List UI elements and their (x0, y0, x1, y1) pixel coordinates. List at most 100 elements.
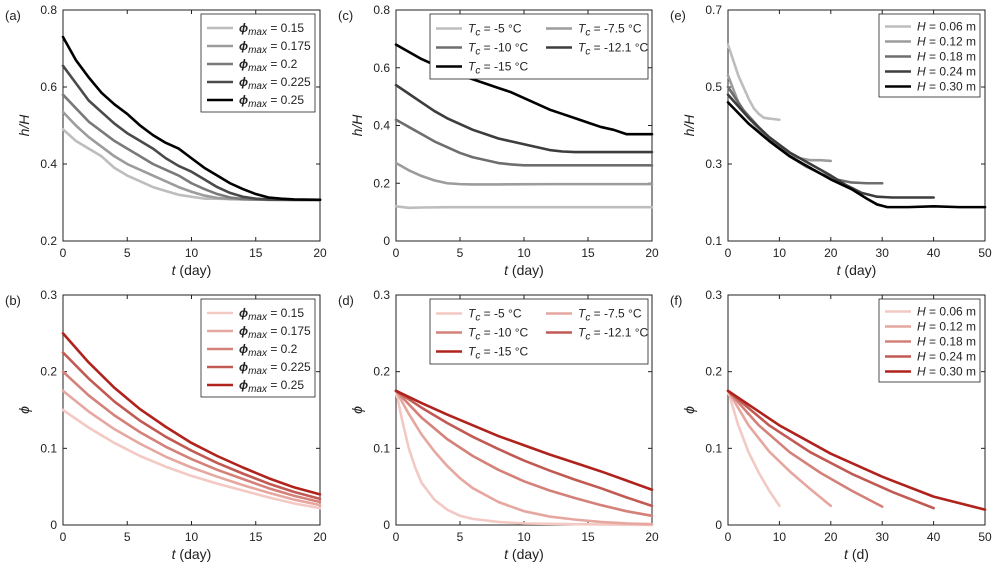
x-tick-label: 30 (876, 246, 890, 260)
y-tick-label: 0.2 (373, 176, 390, 190)
y-tick-label: 0.5 (705, 80, 722, 94)
series-line (726, 389, 935, 510)
y-axis-label: h/H (681, 114, 697, 137)
x-axis-label: t (day) (837, 262, 877, 278)
legend-entry: Tc = -12.1 °C (578, 41, 649, 58)
x-tick-label: 20 (824, 246, 838, 260)
legend-entry: H = 0.12 m (917, 320, 976, 334)
series-line (394, 161, 654, 186)
legend-entry: H = 0.24 m (917, 65, 976, 79)
series-line (61, 64, 322, 202)
legend-box (429, 13, 649, 80)
y-tick-label: 0.6 (373, 61, 390, 75)
y-axis-label: h/H (16, 114, 32, 137)
x-axis-label: t (d) (844, 546, 869, 562)
series-line (61, 370, 322, 504)
panel-b: (b) 0 5 10 15 20 0 0.1 0.2 0.3 t (day) ϕ ϕmax = 0.15… (5, 288, 327, 562)
x-axis-label: t (day) (172, 262, 212, 278)
x-tick-label: 20 (313, 246, 327, 260)
y-axis-label: ϕ (16, 406, 32, 414)
x-axis-label: t (day) (172, 546, 212, 562)
y-tick-label: 0.8 (373, 3, 390, 17)
legend-entry: H = 0.06 m (917, 305, 976, 319)
panel-label: (e) (670, 8, 686, 23)
series-line (726, 389, 781, 508)
y-tick-label: 0.8 (40, 3, 57, 17)
x-tick-label: 5 (124, 530, 131, 544)
legend: Tc = -5 °C Tc = -7.5 °C Tc = -10 °C Tc = -1… (429, 298, 649, 365)
x-tick-label: 10 (773, 530, 787, 544)
legend-entry: Tc = -10 °C (468, 326, 528, 343)
x-tick-label: 50 (978, 530, 992, 544)
legend-entry: ϕmax = 0.25 (239, 378, 304, 395)
y-tick-label: 0 (383, 518, 390, 532)
series-line (726, 389, 987, 511)
y-tick-label: 0.1 (40, 441, 57, 455)
legend-entry: ϕmax = 0.225 (239, 360, 311, 377)
legend-entry: H = 0.24 m (917, 350, 976, 364)
panel-label: (b) (5, 293, 21, 308)
legend-entry: ϕmax = 0.225 (239, 75, 311, 92)
legend-entry: Tc = -12.1 °C (578, 326, 649, 343)
panel-e: (e) 0 10 20 30 40 50 0.1 0.3 0.5 0.7 t (day) h/H H = … (670, 3, 992, 278)
legend-entry: H = 0.06 m (917, 20, 976, 34)
series-line (394, 389, 654, 518)
x-tick-label: 15 (581, 246, 595, 260)
y-tick-label: 0 (715, 518, 722, 532)
x-tick-label: 0 (60, 530, 67, 544)
x-tick-label: 10 (773, 246, 787, 260)
x-tick-label: 20 (313, 530, 327, 544)
y-tick-label: 0.4 (373, 119, 390, 133)
x-tick-label: 30 (876, 530, 890, 544)
series-line (61, 408, 322, 510)
series-line (394, 205, 654, 210)
axes-box (727, 9, 986, 242)
x-tick-label: 0 (725, 246, 732, 260)
legend-entry: ϕmax = 0.175 (239, 324, 311, 341)
y-tick-label: 0.1 (705, 234, 722, 248)
y-tick-label: 0.2 (705, 365, 722, 379)
legend-entry: H = 0.18 m (917, 335, 976, 349)
y-tick-label: 0.1 (373, 441, 390, 455)
series-line (61, 93, 322, 202)
series-line (394, 389, 654, 527)
legend: Tc = -5 °C Tc = -7.5 °C Tc = -10 °C Tc = -1… (429, 13, 649, 80)
x-tick-label: 15 (249, 530, 263, 544)
x-tick-label: 20 (645, 246, 659, 260)
series-line (61, 128, 322, 202)
y-tick-label: 0.3 (40, 288, 57, 302)
x-tick-label: 5 (457, 530, 464, 544)
series-line (726, 93, 935, 199)
legend-entry: ϕmax = 0.15 (239, 306, 304, 323)
x-tick-label: 40 (927, 246, 941, 260)
panel-label: (a) (5, 8, 21, 23)
legend: H = 0.06 mH = 0.12 mH = 0.18 mH = 0.24 m… (878, 298, 981, 383)
legend: H = 0.06 mH = 0.12 mH = 0.18 mH = 0.24 m… (878, 13, 981, 98)
series-line (726, 101, 987, 209)
y-tick-label: 0.2 (40, 234, 57, 248)
series-line (394, 389, 654, 526)
series-line (726, 43, 781, 122)
legend-entry: ϕmax = 0.15 (239, 21, 304, 38)
x-tick-label: 15 (249, 246, 263, 260)
y-tick-label: 0.2 (373, 365, 390, 379)
x-axis-label: t (day) (504, 262, 544, 278)
legend-box (429, 298, 649, 365)
legend-entry: ϕmax = 0.2 (239, 57, 298, 74)
legend-entry: Tc = -5 °C (468, 307, 522, 324)
y-tick-label: 0.3 (705, 157, 722, 171)
x-tick-label: 20 (824, 530, 838, 544)
legend-entry: ϕmax = 0.2 (239, 342, 298, 359)
y-tick-label: 0.4 (40, 157, 57, 171)
panel-label: (f) (670, 293, 682, 308)
y-tick-label: 0.6 (40, 80, 57, 94)
y-axis-label: ϕ (349, 406, 365, 414)
legend-entry: H = 0.12 m (917, 35, 976, 49)
x-axis-label: t (day) (504, 546, 544, 562)
y-axis-label: ϕ (681, 406, 697, 414)
x-tick-label: 0 (393, 246, 400, 260)
series-line (394, 83, 654, 154)
legend-entry: ϕmax = 0.25 (239, 93, 304, 110)
